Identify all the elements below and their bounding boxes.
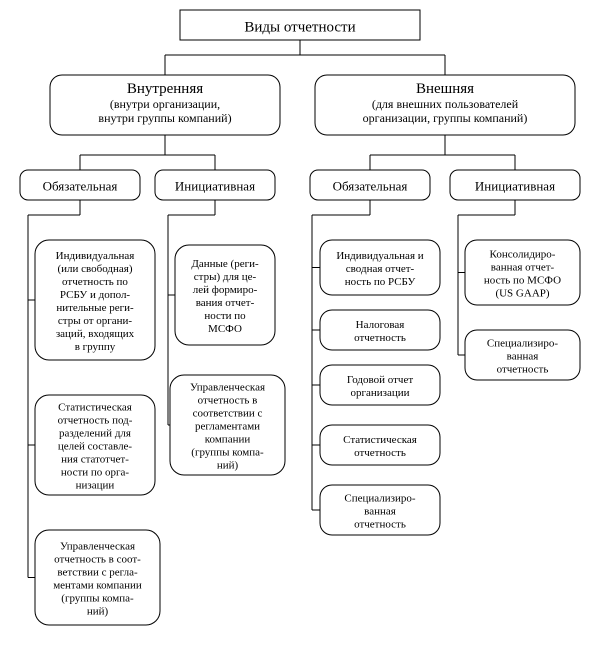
nodes: Виды отчетности Внутренняя(внутри организ… bbox=[20, 10, 580, 625]
svg-text:Статистическая: Статистическая bbox=[343, 434, 417, 446]
svg-text:отчетность под-: отчетность под- bbox=[58, 415, 133, 427]
svg-text:ности по орга-: ности по орга- bbox=[61, 467, 130, 479]
node-ei2: Специализиро-ваннаяотчетность bbox=[465, 330, 580, 380]
svg-text:(группы компа-: (группы компа- bbox=[191, 447, 264, 459]
svg-text:регламентами: регламентами bbox=[195, 421, 260, 433]
svg-text:(внутри организации,: (внутри организации, bbox=[110, 97, 220, 111]
svg-text:внутри группы компаний): внутри группы компаний) bbox=[98, 111, 231, 125]
svg-text:отчетность: отчетность bbox=[354, 447, 406, 459]
node-external: Внешняя(для внешних пользователейорганиз… bbox=[315, 75, 575, 135]
svg-text:отчетность: отчетность bbox=[354, 519, 406, 531]
svg-text:ментами компании: ментами компании bbox=[53, 580, 142, 592]
svg-text:Инициативная: Инициативная bbox=[175, 179, 255, 194]
svg-text:сводная отчет-: сводная отчет- bbox=[346, 263, 415, 275]
svg-text:разделений для: разделений для bbox=[59, 428, 131, 440]
node-eo3: Годовой отчеторганизации bbox=[320, 365, 440, 405]
svg-text:Специализиро-: Специализиро- bbox=[487, 338, 558, 350]
svg-text:ния статотчет-: ния статотчет- bbox=[61, 454, 129, 466]
svg-text:вания отчет-: вания отчет- bbox=[196, 297, 255, 309]
svg-text:ности по: ности по bbox=[204, 310, 246, 322]
svg-text:нительные реги-: нительные реги- bbox=[56, 302, 134, 314]
svg-text:ний): ний) bbox=[87, 606, 109, 618]
node-eo2: Налоговаяотчетность bbox=[320, 310, 440, 350]
svg-text:стры) для це-: стры) для це- bbox=[194, 271, 257, 283]
svg-text:ность по РСБУ: ность по РСБУ bbox=[345, 276, 416, 288]
svg-text:ванная: ванная bbox=[507, 351, 539, 363]
node-title: Внутренняя bbox=[127, 81, 203, 97]
svg-text:организации: организации bbox=[350, 387, 409, 399]
svg-text:отчетность по: отчетность по bbox=[62, 276, 128, 288]
svg-text:Обязательная: Обязательная bbox=[333, 179, 408, 194]
svg-text:компании: компании bbox=[205, 434, 251, 446]
svg-text:Годовой отчет: Годовой отчет bbox=[347, 374, 414, 386]
svg-text:низации: низации bbox=[76, 480, 115, 492]
svg-text:отчетность: отчетность bbox=[497, 364, 549, 376]
node-eo5: Специализиро-ваннаяотчетность bbox=[320, 485, 440, 535]
svg-text:Индивидуальная и: Индивидуальная и bbox=[336, 250, 423, 262]
node-eo1: Индивидуальная исводная отчет-ность по Р… bbox=[320, 240, 440, 295]
svg-text:Управленческая: Управленческая bbox=[60, 541, 135, 553]
node-io2: Статистическаяотчетность под-разделений … bbox=[35, 395, 155, 495]
node-internal: Внутренняя(внутри организации,внутри гру… bbox=[50, 75, 280, 135]
node-eo4: Статистическаяотчетность bbox=[320, 425, 440, 465]
svg-text:Специализиро-: Специализиро- bbox=[344, 493, 415, 505]
reporting-types-tree: Виды отчетности Внутренняя(внутри организ… bbox=[0, 0, 602, 663]
svg-text:Инициативная: Инициативная bbox=[475, 179, 555, 194]
node-int_init: Инициативная bbox=[155, 170, 275, 200]
svg-text:организации, группы компаний): организации, группы компаний) bbox=[363, 111, 528, 125]
svg-text:ванная: ванная bbox=[364, 506, 396, 518]
svg-text:соответствии с: соответствии с bbox=[193, 408, 263, 420]
svg-text:отчетность: отчетность bbox=[354, 332, 406, 344]
svg-text:Индивидуальная: Индивидуальная bbox=[56, 250, 135, 262]
node-ext_init: Инициативная bbox=[450, 170, 580, 200]
svg-text:(группы компа-: (группы компа- bbox=[61, 593, 134, 605]
svg-text:стры от органи-: стры от органи- bbox=[58, 315, 133, 327]
node-io1: Индивидуальная(или свободная)отчетность … bbox=[35, 240, 155, 360]
node-root: Виды отчетности bbox=[180, 10, 420, 40]
svg-text:заций, входящих: заций, входящих bbox=[56, 328, 135, 340]
node-ei1: Консолидиро-ванная отчет-ность по МСФО(U… bbox=[465, 240, 580, 305]
svg-text:Управленческая: Управленческая bbox=[190, 382, 265, 394]
node-ext_oblig: Обязательная bbox=[310, 170, 430, 200]
svg-text:лей формиро-: лей формиро- bbox=[193, 284, 258, 296]
svg-text:Статистическая: Статистическая bbox=[58, 402, 132, 414]
svg-text:отчетность в соот-: отчетность в соот- bbox=[54, 554, 141, 566]
svg-text:(или свободная): (или свободная) bbox=[57, 263, 132, 275]
svg-text:ванная отчет-: ванная отчет- bbox=[491, 262, 555, 274]
svg-text:в группу: в группу bbox=[75, 341, 116, 353]
svg-text:МСФО: МСФО bbox=[208, 323, 242, 335]
svg-text:Обязательная: Обязательная bbox=[43, 179, 118, 194]
svg-text:(US GAAP): (US GAAP) bbox=[495, 288, 549, 300]
node-title: Внешняя bbox=[416, 81, 474, 97]
node-ii2: Управленческаяотчетность всоответствии с… bbox=[170, 375, 285, 475]
svg-text:Данные (реги-: Данные (реги- bbox=[191, 258, 259, 270]
svg-text:целей составле-: целей составле- bbox=[58, 441, 133, 453]
svg-text:отчетность в: отчетность в bbox=[198, 395, 258, 407]
node-int_oblig: Обязательная bbox=[20, 170, 140, 200]
svg-text:Консолидиро-: Консолидиро- bbox=[490, 249, 556, 261]
svg-text:ность по МСФО: ность по МСФО bbox=[484, 275, 561, 287]
svg-text:(для внешних пользователей: (для внешних пользователей bbox=[372, 97, 519, 111]
svg-text:ний): ний) bbox=[217, 460, 239, 472]
node-io3: Управленческаяотчетность в соот-ветствии… bbox=[35, 530, 160, 625]
svg-text:ветствии с регла-: ветствии с регла- bbox=[57, 567, 138, 579]
svg-text:РСБУ и допол-: РСБУ и допол- bbox=[60, 289, 131, 301]
svg-text:Налоговая: Налоговая bbox=[356, 319, 405, 331]
svg-text:Виды отчетности: Виды отчетности bbox=[244, 20, 355, 36]
node-ii1: Данные (реги-стры) для це-лей формиро-ва… bbox=[175, 245, 275, 345]
